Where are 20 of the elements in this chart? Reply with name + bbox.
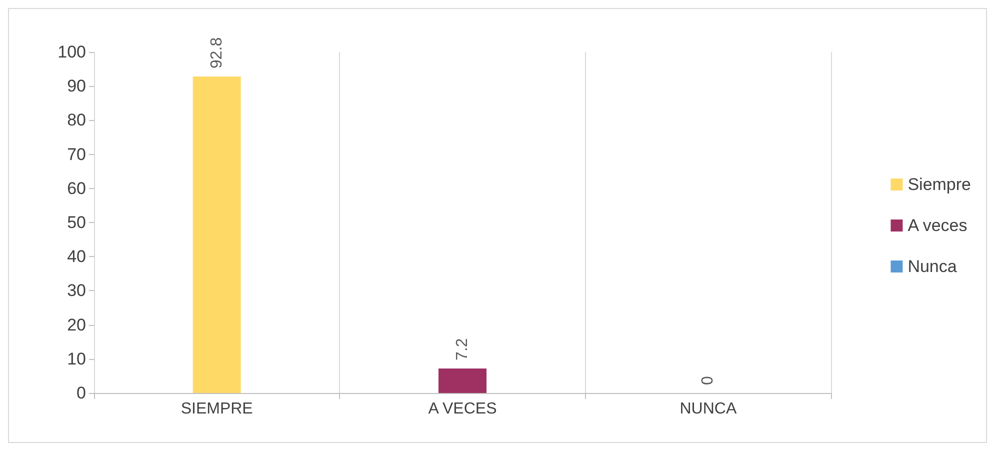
data-label: 0 [700,376,717,385]
x-tick-label: SIEMPRE [180,400,253,418]
y-tick-label: 30 [67,281,86,300]
y-tick-label: 40 [67,247,86,266]
y-tick-label: 0 [76,384,86,402]
y-tick-label: 100 [58,42,86,62]
y-tick-label: 10 [67,349,86,368]
y-tick-label: 70 [67,144,86,164]
legend-label: Siempre [908,175,972,194]
legend-label: A veces [908,216,968,235]
y-tick-label: 50 [67,213,86,232]
y-tick-label: 20 [67,315,86,334]
y-tick-label: 80 [67,110,86,130]
legend-label: Nunca [908,257,958,276]
y-tick-label: 60 [67,178,86,198]
y-tick-label: 90 [67,76,86,96]
data-label: 92.8 [208,37,226,69]
data-label: 7.2 [454,338,471,360]
x-tick-label: NUNCA [680,400,737,418]
x-tick-label: A VECES [428,400,497,418]
